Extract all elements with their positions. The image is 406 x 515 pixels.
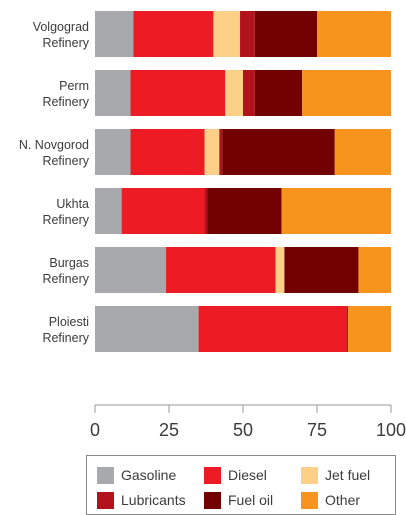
bar-segment-lubricants-ploiesti: [346, 306, 349, 352]
bar-segment-diesel-perm: [130, 70, 226, 116]
bar-segment-fuel-oil-burgas: [284, 247, 359, 293]
legend-swatch-other: [301, 491, 318, 509]
bar-segment-fuel-oil-volgograd: [254, 11, 317, 57]
bar-segment-diesel-burgas: [166, 247, 276, 293]
bar-segment-diesel-volgograd: [133, 11, 214, 57]
category-label-n-novgorod: N. Novgorod Refinery: [19, 138, 90, 168]
bar-segment-jet-fuel-n-novgorod: [204, 129, 220, 175]
x-tick-label-0: 0: [90, 420, 100, 440]
legend-label-other: Other: [325, 492, 361, 508]
bar-segment-lubricants-ukhta: [204, 188, 208, 234]
legend-item-fuel-oil: Fuel oil: [204, 490, 273, 510]
bar-segment-lubricants-perm: [243, 70, 255, 116]
x-tick-label-25: 25: [159, 420, 179, 440]
legend-swatch-fuel-oil: [204, 491, 221, 509]
legend-label-jet-fuel: Jet fuel: [325, 467, 371, 483]
bar-segment-fuel-oil-ukhta: [207, 188, 282, 234]
bar-segment-jet-fuel-burgas: [275, 247, 285, 293]
bar-segment-fuel-oil-perm: [254, 70, 303, 116]
bar-segment-gasoline-ploiesti: [95, 306, 199, 352]
bar-segment-jet-fuel-volgograd: [213, 11, 241, 57]
bar-segment-other-ploiesti: [348, 306, 391, 352]
bar-segment-fuel-oil-n-novgorod: [222, 129, 335, 175]
legend-swatch-lubricants: [97, 491, 114, 509]
bar-segment-other-perm: [302, 70, 391, 116]
legend-item-diesel: Diesel: [204, 465, 267, 485]
category-label-volgograd: Volgograd Refinery: [33, 20, 90, 50]
category-label-ukhta: Ukhta Refinery: [42, 197, 89, 227]
bar-segment-jet-fuel-perm: [225, 70, 243, 116]
legend-label-gasoline: Gasoline: [121, 467, 177, 483]
bar-segment-lubricants-volgograd: [240, 11, 255, 57]
bar-segment-gasoline-burgas: [95, 247, 167, 293]
x-axis-ticks: 0 25 50 75 100: [90, 405, 406, 440]
category-labels: Volgograd Refinery Perm Refinery N. Novgorod…: [19, 20, 90, 345]
legend-swatch-gasoline: [97, 466, 114, 484]
bar-segment-diesel-ploiesti: [198, 306, 347, 352]
x-tick-label-100: 100: [376, 420, 406, 440]
bar-segment-diesel-n-novgorod: [130, 129, 205, 175]
category-label-burgas: Burgas Refinery: [42, 256, 89, 286]
x-tick-label-50: 50: [233, 420, 253, 440]
legend-label-fuel-oil: Fuel oil: [228, 492, 274, 508]
category-label-perm: Perm Refinery: [42, 79, 89, 109]
category-label-ploiesti: Ploiesti Refinery: [42, 315, 89, 345]
legend-item-lubricants: Lubricants: [97, 490, 186, 510]
bar-segment-other-n-novgorod: [334, 129, 391, 175]
bar-segment-diesel-ukhta: [121, 188, 205, 234]
bar-segment-gasoline-volgograd: [95, 11, 134, 57]
legend-swatch-jet-fuel: [301, 466, 318, 484]
bar-segment-other-volgograd: [317, 11, 391, 57]
legend-swatch-diesel: [204, 466, 221, 484]
legend: Gasoline Diesel Jet fuel Lubricants Fuel…: [86, 455, 396, 515]
legend-item-other: Other: [301, 490, 360, 510]
bar-segment-gasoline-n-novgorod: [95, 129, 131, 175]
bars-group: [95, 11, 391, 352]
bar-segment-other-burgas: [358, 247, 391, 293]
legend-item-jet-fuel: Jet fuel: [301, 465, 370, 485]
bar-segment-other-ukhta: [281, 188, 391, 234]
x-tick-label-75: 75: [307, 420, 327, 440]
bar-segment-gasoline-perm: [95, 70, 131, 116]
legend-label-diesel: Diesel: [228, 467, 267, 483]
legend-item-gasoline: Gasoline: [97, 465, 176, 485]
legend-label-lubricants: Lubricants: [121, 492, 186, 508]
bar-segment-gasoline-ukhta: [95, 188, 122, 234]
bar-segment-lubricants-n-novgorod: [219, 129, 223, 175]
